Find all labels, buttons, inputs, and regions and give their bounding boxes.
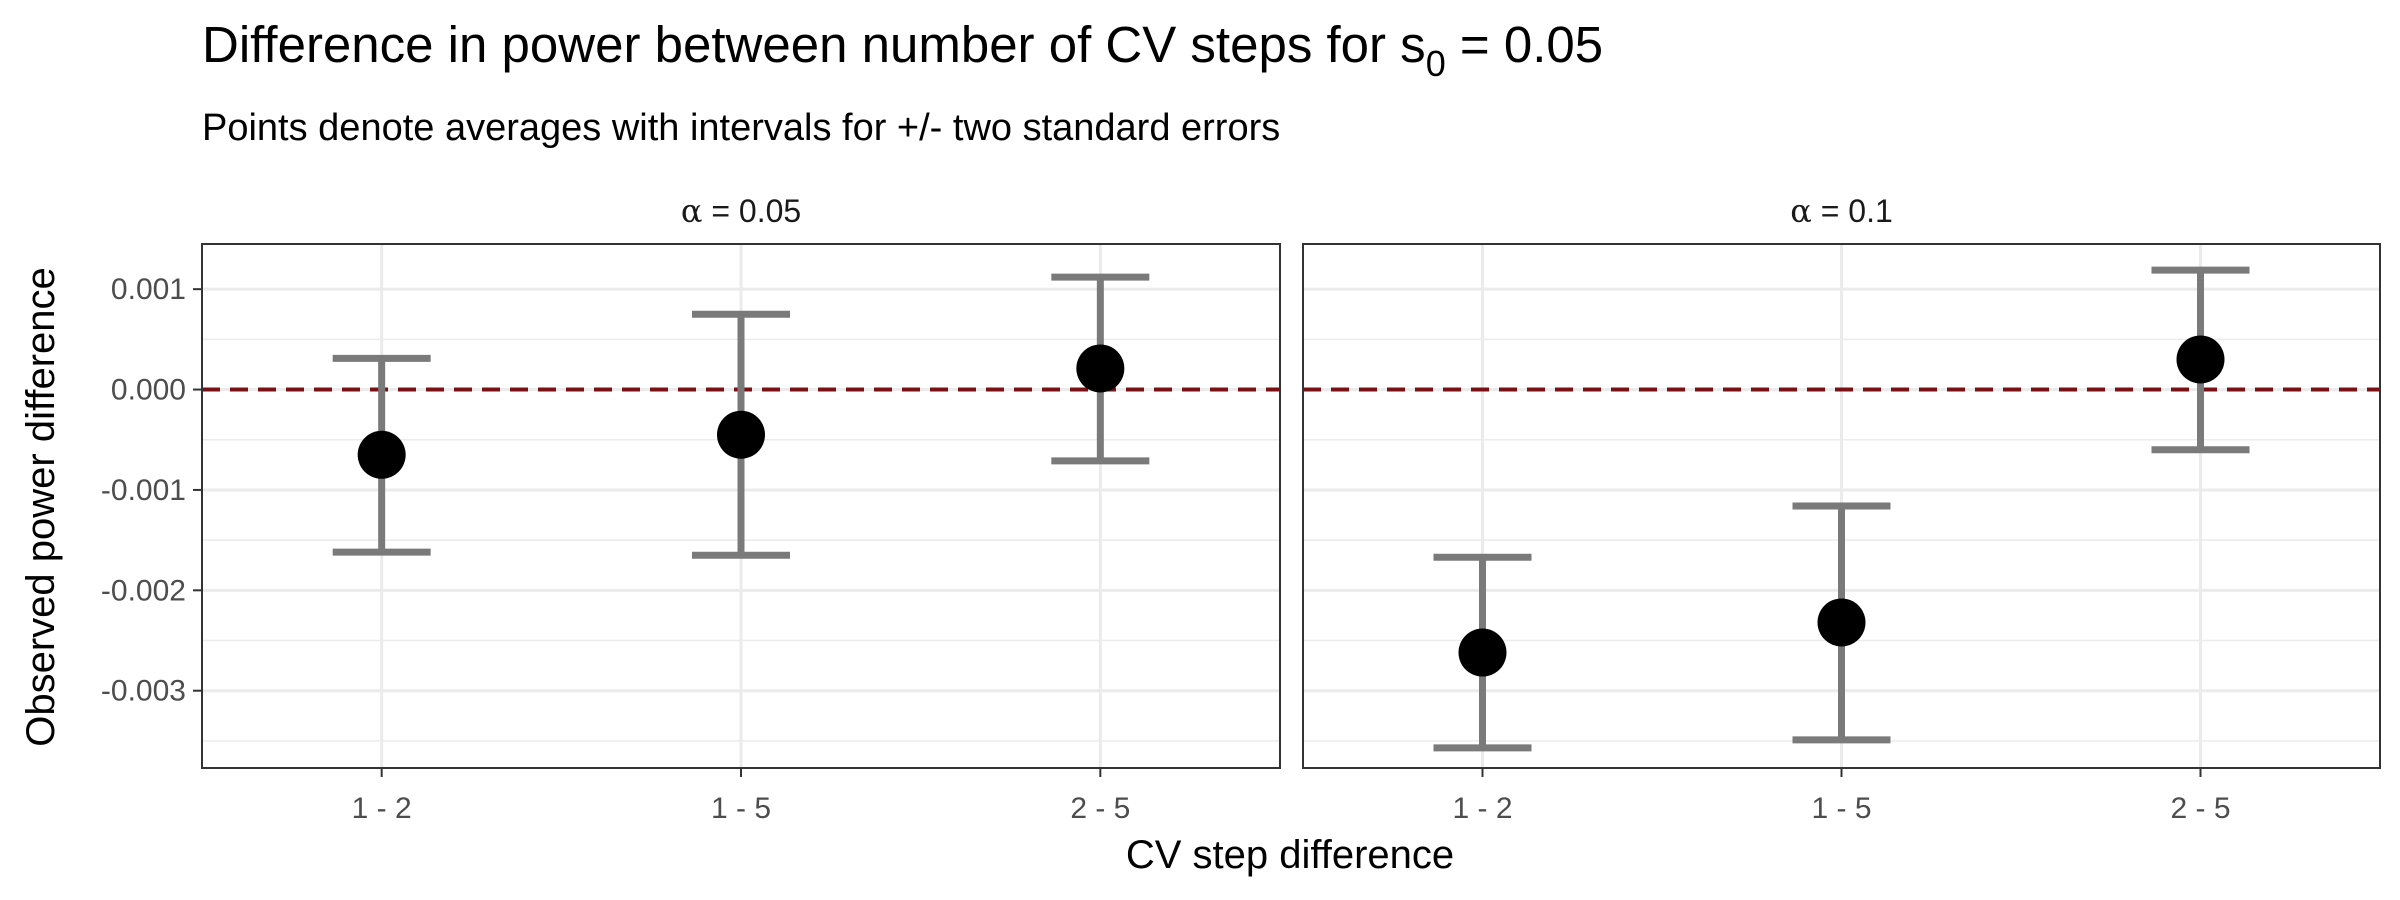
x-tick-label: 2 - 5 (1070, 792, 1130, 825)
x-tick-label: 1 - 2 (352, 792, 412, 825)
y-tick-label: 0.000 (111, 374, 186, 407)
x-tick-label: 2 - 5 (2170, 792, 2230, 825)
chart-title-prefix: Difference in power between number of CV… (202, 16, 1426, 73)
x-tick-label: 1 - 2 (1452, 792, 1512, 825)
x-tick-label: 1 - 5 (711, 792, 771, 825)
data-point (1817, 598, 1866, 647)
y-axis-label: Observed power difference (19, 267, 63, 747)
data-point (1458, 628, 1507, 677)
data-point (357, 430, 406, 479)
chart-title-suffix: = 0.05 (1446, 16, 1603, 73)
plot-area: 0.001 0.000 -0.001 -0.002 -0.003 α = 0.05 1 - … (101, 192, 2381, 825)
chart-title-subscript: 0 (1426, 43, 1446, 84)
y-tick-label: -0.002 (101, 574, 186, 607)
facet-label: α = 0.1 (1790, 192, 1893, 230)
x-axis-label: CV step difference (1126, 833, 1454, 877)
y-tick-label: 0.001 (111, 273, 186, 306)
facet-label: α = 0.05 (681, 192, 801, 230)
data-point (1076, 344, 1125, 393)
x-tick-label: 1 - 5 (1811, 792, 1871, 825)
data-point (2176, 335, 2225, 384)
y-tick-label: -0.003 (101, 675, 186, 708)
chart-title: Difference in power between number of CV… (202, 16, 1603, 84)
facet-label-symbol: α (681, 192, 703, 230)
facet-label-value: = 0.1 (1812, 193, 1893, 229)
panel: α = 0.1 1 - 2 1 - 5 2 - 5 (1302, 192, 2381, 825)
panel: α = 0.05 1 - 2 1 - 5 2 - 5 (201, 192, 1281, 825)
facet-label-value: = 0.05 (702, 193, 801, 229)
y-tick-label: -0.001 (101, 474, 186, 507)
data-point (717, 410, 765, 459)
facet-label-symbol: α (1790, 192, 1812, 230)
chart-subtitle: Points denote averages with intervals fo… (202, 107, 1280, 149)
